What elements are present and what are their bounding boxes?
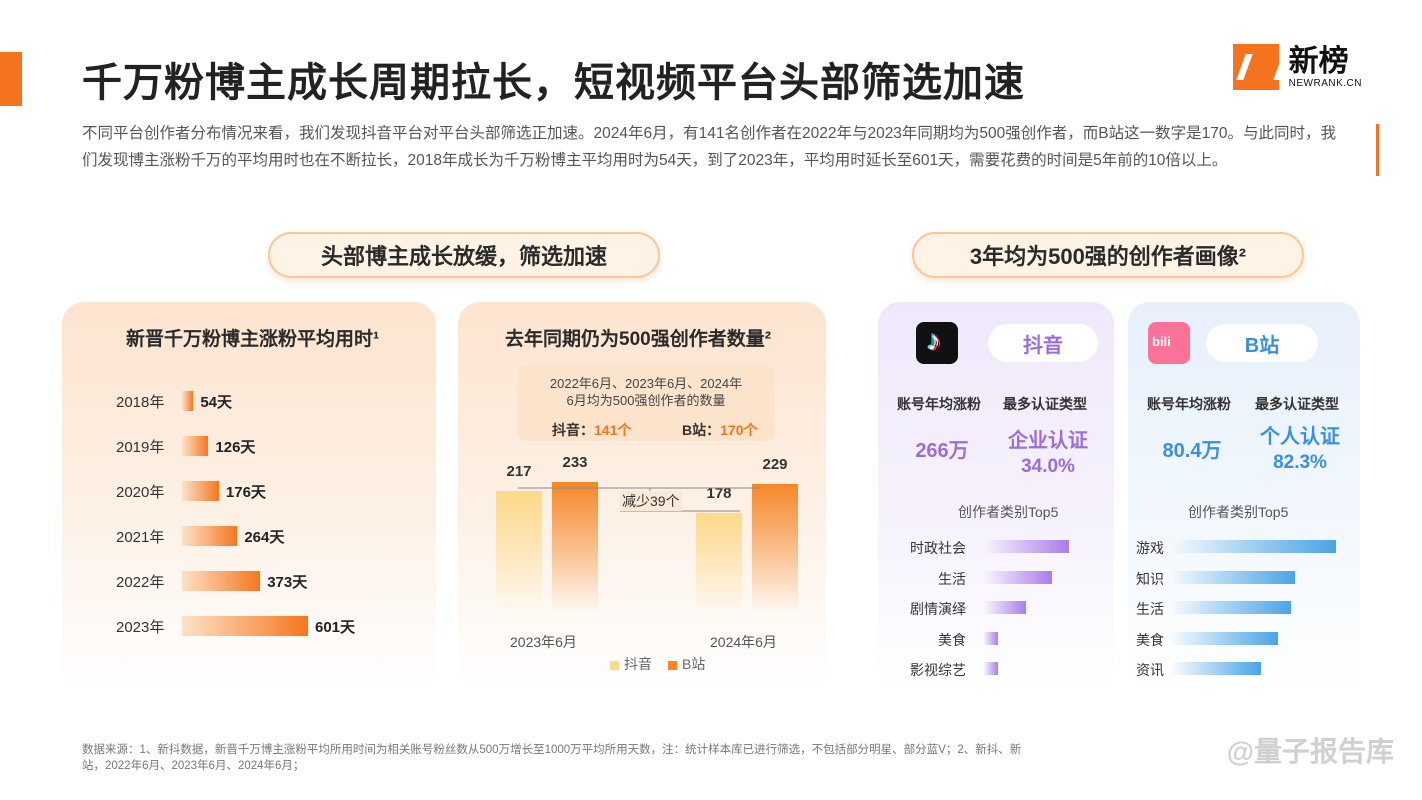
category-label: 时政社会 — [910, 540, 966, 556]
top500-value-label: 178 — [706, 484, 732, 502]
bili-growth-value: 80.4万 — [1162, 440, 1222, 462]
growth-value-label: 601天 — [315, 618, 356, 636]
douyin-icon — [916, 322, 958, 364]
category-label: 美食 — [938, 631, 966, 648]
douyin-type-head: 最多认证类型 — [1003, 396, 1087, 412]
bili-growth-head: 账号年均涨粉 — [1147, 396, 1231, 412]
category-bar — [983, 631, 999, 645]
category-bar — [983, 540, 1069, 553]
bili-type-value: 个人认证 82.3% — [1260, 426, 1340, 473]
growth-value-label: 373天 — [267, 573, 308, 591]
category-bar — [983, 662, 998, 675]
logo-en: NEWRANK.CN — [1288, 77, 1362, 89]
growth-year-label: 2021年 — [116, 528, 165, 546]
category-label: 游戏 — [1136, 540, 1164, 556]
top500-bar — [696, 512, 742, 612]
top500-bar — [752, 484, 798, 612]
growth-year-label: 2020年 — [116, 483, 165, 501]
category-label: 生活 — [938, 570, 966, 587]
growth-value-label: 176天 — [225, 483, 266, 501]
bili-top5-title: 创作者类别Top5 — [1188, 504, 1289, 520]
category-bar — [983, 601, 1026, 614]
douyin-growth-value: 266万 — [915, 440, 969, 462]
section-title-left: 头部博主成长放缓，筛选加速 — [268, 232, 660, 278]
watermark: @量子报告库 — [1226, 736, 1394, 767]
top500-note: 2022年6月、2023年6月、2024年6月均为500强创作者的数量 — [517, 365, 775, 441]
page-title: 千万粉博主成长周期拉长，短视频平台头部筛选加速 — [82, 61, 1025, 105]
bili-type-head: 最多认证类型 — [1255, 396, 1339, 412]
top500-value-label: 217 — [506, 462, 532, 480]
note-count-bili: B站：170个 — [682, 422, 758, 438]
growth-year-label: 2019年 — [116, 438, 165, 456]
decrease-annotation: 减少39个 — [620, 491, 682, 511]
growth-year-label: 2018年 — [116, 393, 165, 411]
growth-value-label: 126天 — [215, 438, 256, 456]
legend-douyin: 抖音 — [610, 654, 652, 674]
top500-bar — [496, 490, 542, 612]
section-title-right: 3年均为500强的创作者画像² — [912, 232, 1304, 278]
growth-bar — [182, 526, 238, 546]
douyin-profile-card — [878, 302, 1114, 690]
accent-bar — [0, 52, 22, 106]
note-count-douyin: 抖音：141个 — [552, 422, 632, 438]
category-bar — [1170, 631, 1278, 645]
x-tick-2023: 2023年6月 — [510, 634, 577, 650]
douyin-top5-title: 创作者类别Top5 — [958, 504, 1059, 520]
category-label: 影视综艺 — [910, 662, 966, 678]
top500-chart-title: 去年同期仍为500强创作者数量² — [505, 329, 772, 350]
top500-note-text: 2022年6月、2023年6月、2024年6月均为500强创作者的数量 — [549, 376, 743, 408]
category-bar — [1170, 570, 1295, 584]
x-tick-2024: 2024年6月 — [710, 634, 777, 650]
category-bar — [1170, 540, 1336, 553]
legend-bili: B站 — [668, 654, 705, 674]
logo-cn: 新榜 — [1288, 44, 1349, 78]
growth-bar — [182, 481, 219, 501]
accent-line — [1376, 124, 1379, 176]
category-label: 剧情演绎 — [910, 601, 966, 617]
growth-bar — [182, 616, 308, 636]
category-label: 美食 — [1136, 631, 1164, 648]
growth-value-label: 264天 — [244, 528, 285, 546]
top500-bar — [552, 482, 598, 612]
brand-logo: 新榜 NEWRANK.CN — [1232, 44, 1362, 90]
growth-bar-row: 2020年 176天 — [116, 480, 266, 502]
chart-legend: 抖音 B站 — [610, 654, 705, 674]
category-bar — [1170, 601, 1292, 614]
growth-chart-title: 新晋千万粉博主涨粉平均用时¹ — [126, 329, 380, 350]
growth-bar-row: 2018年 54天 — [116, 390, 232, 412]
intro-paragraph: 不同平台创作者分布情况来看，我们发现抖音平台对平台头部筛选正加速。2024年6月… — [82, 125, 1336, 169]
bili-label: B站 — [1206, 324, 1318, 362]
douyin-growth-head: 账号年均涨粉 — [897, 396, 981, 412]
category-bar — [983, 570, 1052, 584]
top500-value-label: 233 — [562, 454, 588, 471]
growth-bar-row: 2022年 373天 — [116, 570, 307, 592]
growth-year-label: 2022年 — [116, 573, 165, 591]
category-label: 资讯 — [1136, 662, 1164, 678]
bilibili-icon — [1148, 322, 1190, 364]
footnote: 数据来源：1、新抖数据，新晋千万博主涨粉平均所用时间为相关账号粉丝数从500万增… — [82, 744, 1022, 772]
growth-bar — [182, 391, 194, 411]
douyin-type-value: 企业认证 34.0% — [1008, 430, 1088, 477]
top500-value-label: 229 — [762, 456, 788, 474]
category-label: 生活 — [1136, 601, 1164, 617]
growth-bar-row: 2023年 601天 — [116, 615, 355, 637]
newrank-logo-icon — [1232, 44, 1279, 90]
growth-bar-row: 2021年 264天 — [116, 525, 284, 547]
bili-profile-card — [1128, 302, 1360, 690]
growth-bar — [182, 436, 209, 456]
category-label: 知识 — [1136, 570, 1164, 587]
growth-value-label: 54天 — [200, 393, 232, 411]
growth-bar-row: 2019年 126天 — [116, 435, 255, 457]
douyin-label: 抖音 — [988, 324, 1098, 362]
category-bar — [1170, 662, 1262, 675]
growth-bar — [182, 571, 261, 591]
growth-year-label: 2023年 — [116, 618, 165, 636]
